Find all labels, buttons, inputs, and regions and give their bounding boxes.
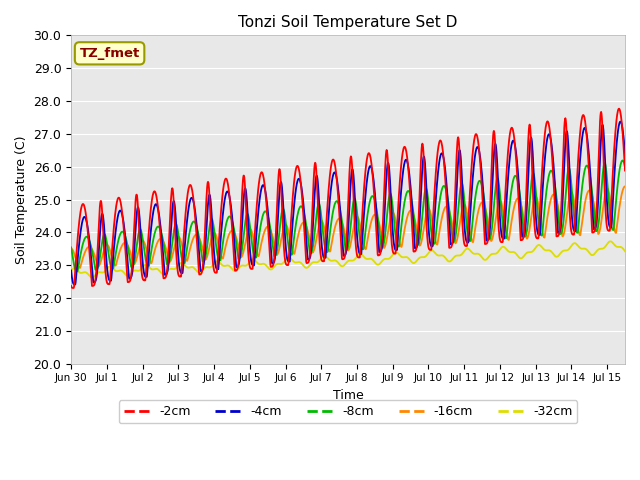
Title: Tonzi Soil Temperature Set D: Tonzi Soil Temperature Set D: [238, 15, 458, 30]
Legend: -2cm, -4cm, -8cm, -16cm, -32cm: -2cm, -4cm, -8cm, -16cm, -32cm: [119, 400, 577, 423]
Y-axis label: Soil Temperature (C): Soil Temperature (C): [15, 135, 28, 264]
Text: TZ_fmet: TZ_fmet: [79, 47, 140, 60]
X-axis label: Time: Time: [333, 389, 364, 402]
